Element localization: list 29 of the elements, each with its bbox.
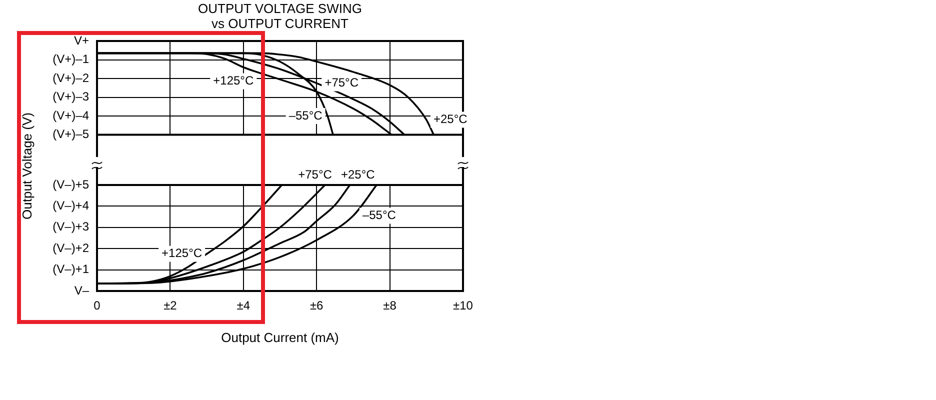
series-label: +75°C	[324, 76, 359, 90]
x-tick-label: ±4	[236, 298, 250, 313]
x-tick-label: ±6	[310, 298, 324, 313]
y-tick-label: (V–)+5	[52, 177, 90, 192]
y-tick-label: V–	[74, 283, 90, 298]
series-label: +25°C	[433, 112, 468, 126]
y-tick-label: (V+)–1	[52, 52, 90, 66]
y-tick-label: (V–)+2	[52, 240, 90, 255]
y-axis-title: Output Voltage (V)	[20, 112, 34, 220]
x-axis-title: Output Current (mA)	[221, 330, 339, 345]
y-tick-label: (V–)+1	[52, 262, 90, 276]
x-tick-label: ±10	[453, 298, 474, 313]
y-tick-label: (V–)+4	[52, 198, 90, 213]
series-label: –55°C	[288, 108, 323, 122]
y-tick-label: (V–)+3	[52, 220, 90, 234]
y-tick-label: V+	[74, 33, 89, 48]
series-label: +125°C	[213, 74, 254, 88]
x-tick-label: 0	[94, 298, 101, 313]
y-tick-label: (V+)–4	[52, 108, 90, 122]
series-label: +125°C	[162, 246, 202, 260]
series-label: +25°C	[340, 167, 376, 182]
y-tick-label: (V+)–2	[52, 70, 90, 85]
y-tick-label: (V+)–3	[52, 90, 90, 104]
x-tick-label: ±8	[383, 298, 397, 313]
x-tick-label: ±2	[164, 298, 178, 313]
y-tick-label: (V+)–5	[52, 127, 90, 142]
series-label: +75°C	[298, 167, 332, 182]
series-label: –55°C	[362, 208, 396, 222]
chart-title: OUTPUT VOLTAGE SWING vs OUTPUT CURRENT	[197, 1, 363, 31]
